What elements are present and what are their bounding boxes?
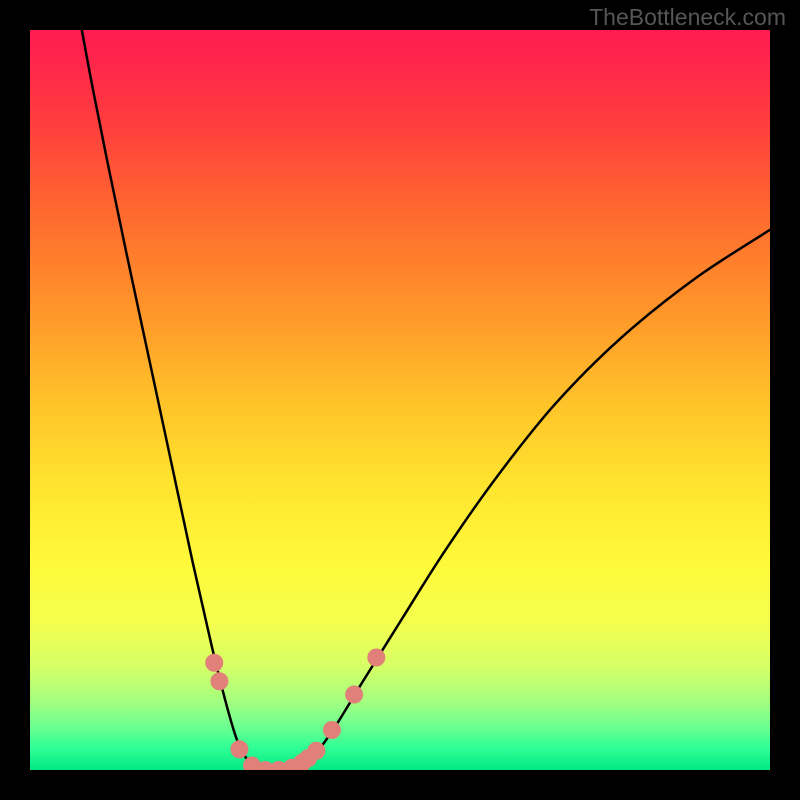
marker-dot [323, 722, 340, 739]
marker-dot [346, 686, 363, 703]
marker-dot [368, 649, 385, 666]
marker-dot [211, 673, 228, 690]
plot-svg [30, 30, 770, 770]
watermark-text: TheBottleneck.com [589, 4, 786, 31]
chart-frame: TheBottleneck.com [0, 0, 800, 800]
marker-dot [231, 741, 248, 758]
marker-dot [308, 742, 325, 759]
plot-area [30, 30, 770, 770]
gradient-background [30, 30, 770, 770]
marker-dot [206, 654, 223, 671]
